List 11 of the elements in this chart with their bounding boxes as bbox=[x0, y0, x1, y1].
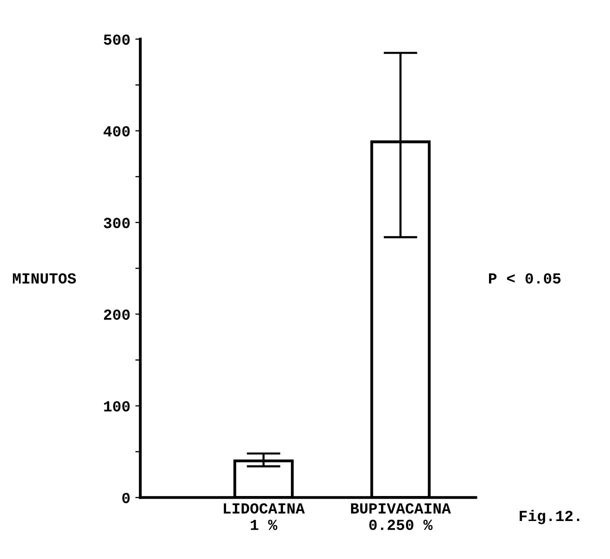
y-tick-label: 0 bbox=[122, 492, 130, 504]
text: P < 0.05 bbox=[489, 273, 561, 284]
caption: Fig.12. bbox=[520, 510, 580, 524]
y-tick-label: 500 bbox=[104, 34, 130, 45]
x-tick-label: LIDOCAINA 1 % bbox=[224, 503, 305, 530]
y-tick-label: 300 bbox=[104, 218, 130, 228]
y-axis-title: MINUTOS bbox=[12, 273, 76, 284]
x-tick-label: BUPIVACAINA 0.250 % bbox=[351, 503, 451, 530]
y-tick-label: 200 bbox=[104, 309, 130, 320]
y-tick-label: 400 bbox=[104, 126, 130, 136]
y-tick-label: 100 bbox=[104, 401, 130, 412]
